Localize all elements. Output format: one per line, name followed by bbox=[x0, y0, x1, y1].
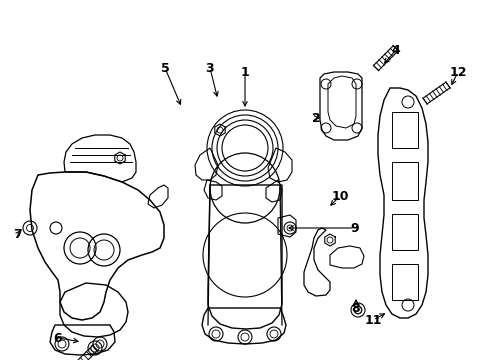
Text: 4: 4 bbox=[391, 44, 400, 57]
Text: 9: 9 bbox=[350, 221, 359, 234]
Text: 7: 7 bbox=[14, 228, 22, 240]
Text: 3: 3 bbox=[205, 62, 214, 75]
Text: 10: 10 bbox=[330, 189, 348, 202]
Text: 2: 2 bbox=[311, 112, 320, 125]
Text: 8: 8 bbox=[351, 302, 360, 315]
Text: 12: 12 bbox=[448, 66, 466, 78]
Text: 6: 6 bbox=[54, 332, 62, 345]
Text: 1: 1 bbox=[240, 66, 249, 78]
Text: 5: 5 bbox=[160, 62, 169, 75]
Text: 11: 11 bbox=[364, 314, 381, 327]
